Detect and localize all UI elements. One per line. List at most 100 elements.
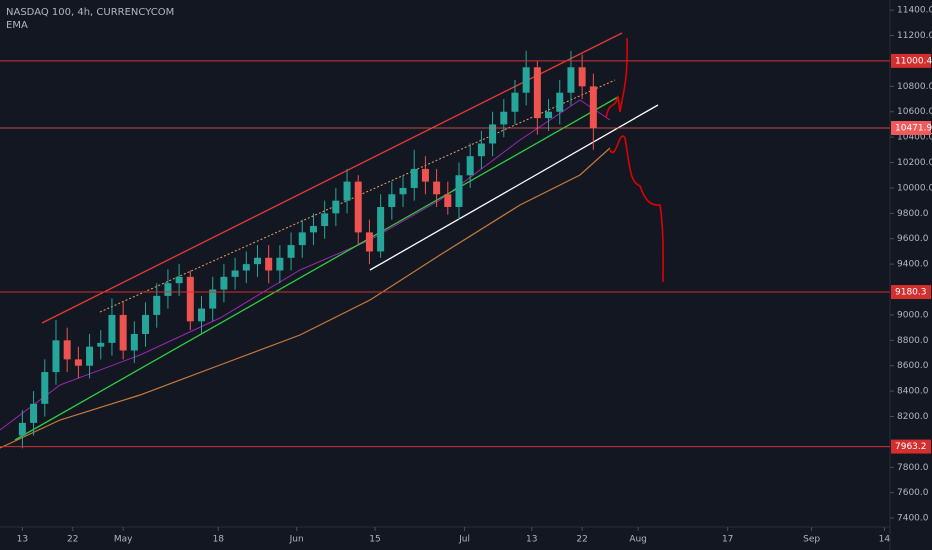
y-tick-label: 9000.0	[897, 310, 929, 320]
candle-body	[265, 257, 273, 271]
x-tick-label: Jul	[458, 535, 470, 545]
candle-body	[164, 283, 172, 296]
candle-body	[511, 92, 519, 112]
candle-body	[108, 314, 116, 343]
x-tick-label: 14	[879, 535, 891, 545]
x-tick-label: 15	[369, 535, 380, 545]
candle-body	[309, 226, 317, 233]
price-label: 7963.2	[895, 442, 927, 452]
y-tick-label: 10400.0	[897, 133, 932, 143]
candle-body	[276, 257, 284, 271]
x-tick-label: Aug	[629, 535, 647, 545]
candle-body	[589, 86, 597, 129]
ema-line	[0, 147, 611, 449]
x-tick-label: 17	[722, 535, 733, 545]
freehand-drawing	[605, 37, 628, 119]
candle-body	[410, 168, 418, 188]
y-tick-label: 7800.0	[897, 463, 929, 473]
x-tick-label: 22	[67, 535, 78, 545]
candle-body	[130, 333, 138, 351]
price-label: 9180.3	[895, 288, 927, 298]
y-tick-label: 9400.0	[897, 260, 929, 270]
candle-body	[74, 359, 82, 366]
x-tick-label: Jun	[289, 535, 304, 545]
y-tick-label: 9800.0	[897, 209, 929, 219]
candle-body	[97, 342, 105, 347]
y-tick-label: 10200.0	[897, 158, 932, 168]
y-tick-label: 10000.0	[897, 183, 932, 193]
candle-body	[567, 67, 575, 93]
price-label: 10471.9	[895, 124, 932, 134]
candle-body	[198, 308, 206, 322]
candle-body	[63, 340, 71, 360]
trend-line	[14, 96, 619, 441]
y-tick-label: 8400.0	[897, 387, 929, 397]
candle-body	[556, 92, 564, 112]
candle-body	[209, 289, 217, 309]
candle-body	[287, 245, 295, 258]
candle-body	[298, 232, 306, 246]
y-tick-label: 7600.0	[897, 488, 929, 498]
candle-body	[52, 340, 60, 373]
candle-body	[86, 346, 94, 366]
y-tick-label: 8600.0	[897, 361, 929, 371]
candle-body	[142, 314, 150, 334]
y-tick-label: 11400.0	[897, 6, 932, 16]
candle-body	[253, 257, 261, 265]
candle-body	[500, 111, 508, 125]
candle-body	[433, 181, 441, 195]
x-tick-label: 13	[17, 535, 28, 545]
x-tick-label: 18	[213, 535, 225, 545]
y-tick-label: 11200.0	[897, 31, 932, 41]
y-tick-label: 10600.0	[897, 107, 932, 117]
candle-body	[578, 67, 586, 87]
candle-body	[545, 111, 553, 119]
candle-body	[321, 213, 329, 227]
candle-body	[220, 276, 228, 290]
candle-body	[175, 276, 183, 284]
chart-title: NASDAQ 100, 4h, CURRENCYCOM	[6, 7, 174, 18]
candle-body	[18, 422, 26, 436]
price-label-bg	[891, 285, 931, 300]
candle-body	[30, 403, 38, 423]
candle-body	[242, 264, 250, 271]
price-label-bg	[891, 121, 931, 136]
candle-body	[231, 270, 239, 277]
x-tick-label: 22	[576, 535, 587, 545]
indicator-name: EMA	[6, 20, 28, 31]
candle-body	[119, 314, 127, 351]
candle-body	[522, 67, 530, 93]
y-tick-label: 7400.0	[897, 514, 929, 524]
candle-body	[489, 124, 497, 144]
drawings	[0, 32, 664, 449]
candle-body	[399, 187, 407, 195]
freehand-drawing	[609, 135, 664, 283]
x-tick-label: 13	[526, 535, 537, 545]
candle-body	[466, 156, 474, 176]
candle-body	[153, 295, 161, 315]
candle-body	[421, 168, 429, 182]
x-tick-label: May	[114, 535, 133, 545]
candle-body	[186, 276, 194, 322]
price-label-bg	[891, 439, 931, 454]
candle-body	[444, 194, 452, 207]
price-label-bg	[891, 53, 931, 68]
candle-body	[354, 181, 362, 233]
ema-line	[0, 99, 611, 431]
trend-line	[369, 104, 659, 271]
candle-body	[41, 372, 49, 404]
candle-body	[332, 200, 340, 214]
candle-body	[388, 194, 396, 207]
x-tick-label: Sep	[803, 535, 820, 545]
candle-body	[343, 181, 351, 201]
price-label: 11000.4	[895, 56, 932, 66]
candle-body	[365, 232, 373, 252]
candle-body	[377, 206, 385, 252]
candle-body	[533, 67, 541, 119]
y-tick-label: 10800.0	[897, 82, 932, 92]
y-tick-label: 8200.0	[897, 412, 929, 422]
candle-body	[455, 175, 463, 207]
